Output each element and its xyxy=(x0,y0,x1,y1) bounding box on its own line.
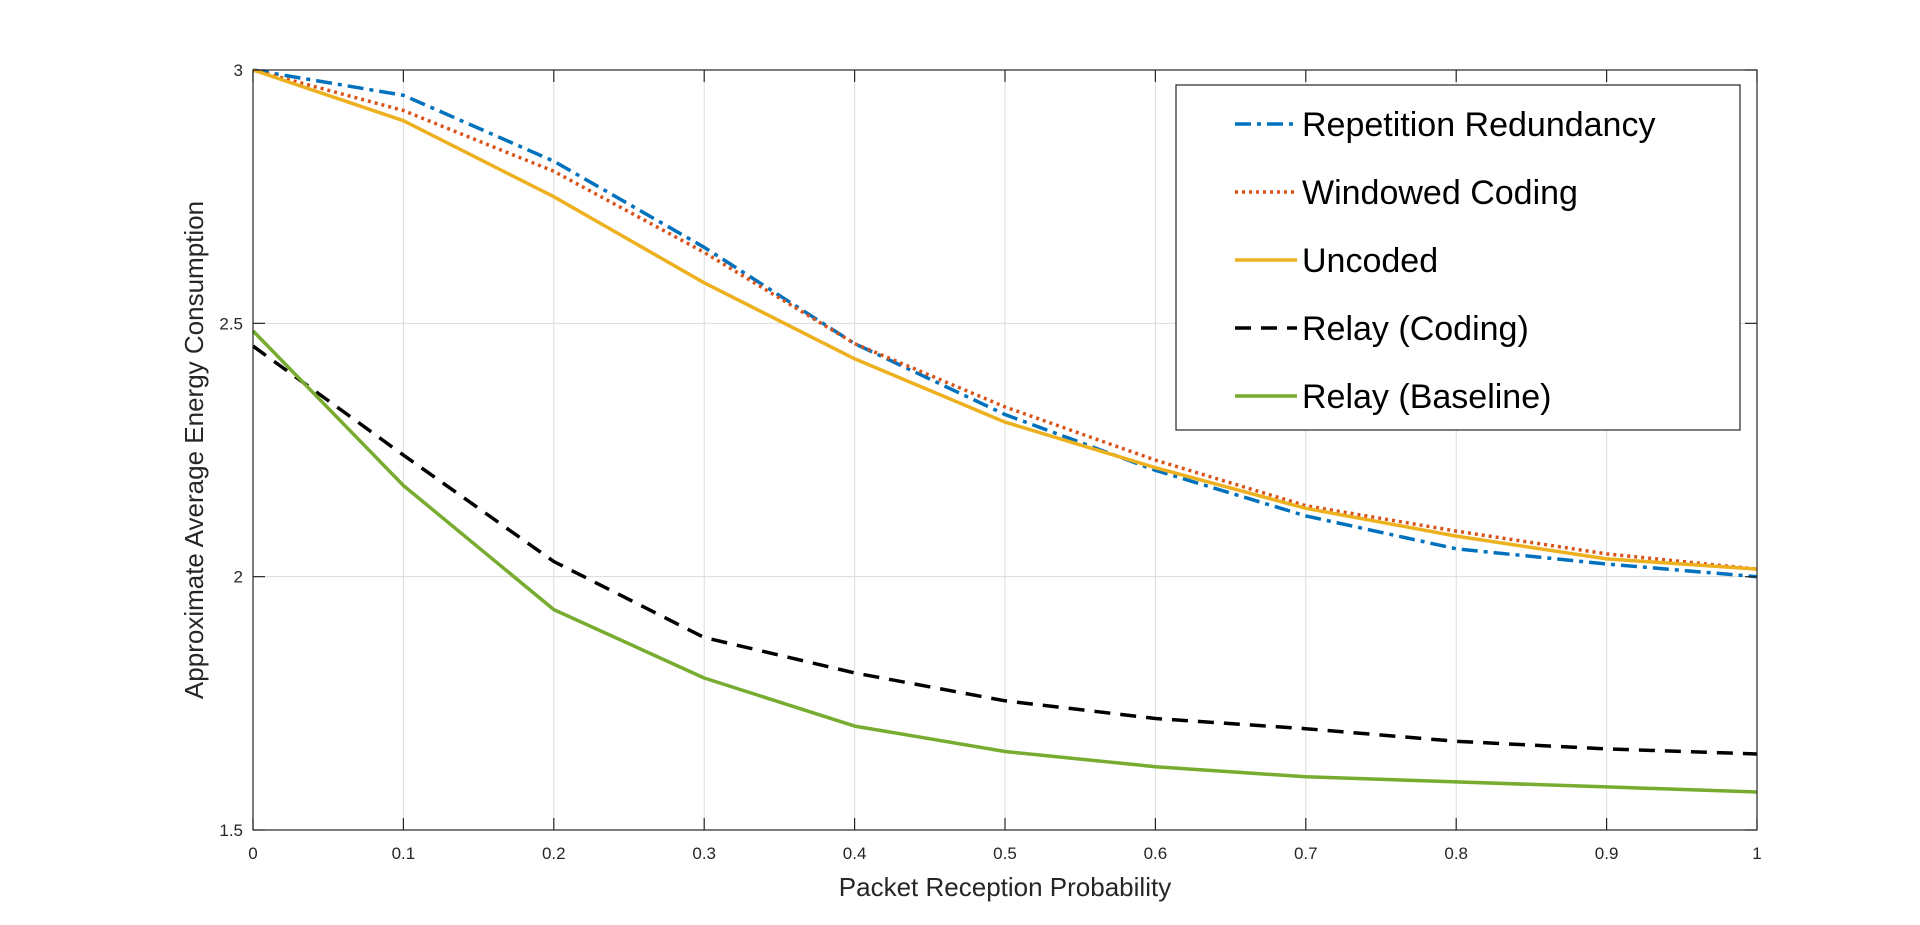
legend-label-4: Relay (Coding) xyxy=(1302,310,1529,348)
x-tick-label: 0.8 xyxy=(1444,844,1468,863)
tick-labels: 0 0.1 0.2 0.3 0.4 0.5 0.6 0.7 0.8 0.9 1 1.5 2 2.5 3 xyxy=(219,61,1761,863)
y-tick-label: 2.5 xyxy=(219,314,243,333)
legend-label-5: Relay (Baseline) xyxy=(1302,378,1551,416)
x-tick-label: 0.2 xyxy=(542,844,566,863)
series-line-3 xyxy=(252,68,1758,571)
legend-box xyxy=(1175,84,1741,431)
x-tick-label: 0.3 xyxy=(692,844,716,863)
axis-ticks xyxy=(252,69,1758,831)
series-line-1 xyxy=(252,68,1758,579)
legend-label-1: Repetition Redundancy xyxy=(1302,106,1655,144)
series-line-5 xyxy=(251,329,1758,794)
y-axis-label: Approximate Average Energy Consumption xyxy=(179,201,209,699)
legend-label-2: Windowed Coding xyxy=(1302,174,1578,212)
x-tick-label: 0.1 xyxy=(392,844,416,863)
x-tick-label: 0.7 xyxy=(1294,844,1318,863)
series-line-2 xyxy=(252,68,1758,571)
y-tick-label: 1.5 xyxy=(219,821,243,840)
y-tick-label: 3 xyxy=(234,61,243,80)
x-tick-label: 0 xyxy=(248,844,257,863)
x-tick-label: 0.5 xyxy=(993,844,1017,863)
x-axis-label: Packet Reception Probability xyxy=(839,872,1171,902)
x-tick-label: 0.4 xyxy=(843,844,867,863)
x-tick-label: 0.6 xyxy=(1144,844,1168,863)
x-tick-label: 1 xyxy=(1752,844,1761,863)
legend: Repetition Redundancy Windowed Coding Unco… xyxy=(1175,84,1741,431)
series-layer xyxy=(251,68,1758,794)
x-tick-label: 0.9 xyxy=(1595,844,1619,863)
y-tick-label: 2 xyxy=(234,568,243,587)
legend-label-3: Uncoded xyxy=(1302,242,1438,280)
